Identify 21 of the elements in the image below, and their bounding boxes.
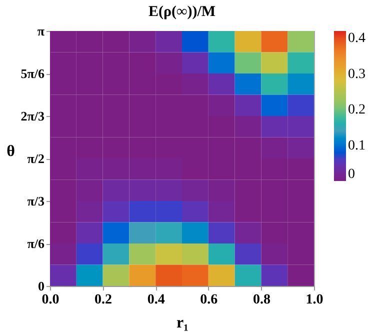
y-tick-label: 2π/3	[20, 108, 45, 124]
x-axis-title: r₁	[176, 314, 189, 332]
color-bar-label: 0.1	[348, 138, 366, 154]
y-tick-label: π/6	[27, 236, 45, 251]
x-tick-label: 1.0	[306, 292, 324, 308]
x-tick-label: 0.8	[252, 292, 270, 308]
x-tick-label: 0.6	[200, 292, 218, 308]
x-tick-label: 0.4	[147, 292, 165, 308]
y-tick-label: 0	[38, 278, 44, 294]
color-bar-label: 0.3	[348, 66, 366, 82]
x-tick-label: 0.2	[94, 292, 112, 308]
y-tick-label: π/2	[27, 151, 44, 166]
y-axis-title: θ	[6, 143, 15, 160]
color-bar-label: 0	[348, 167, 355, 182]
y-tick-label: 5π/6	[20, 66, 45, 81]
chart-title: E(ρ(∞))/M	[148, 4, 216, 20]
color-bar-label: 0.4	[348, 31, 366, 46]
y-tick-label: π	[37, 24, 44, 38]
color-bar-label: 0.2	[348, 102, 366, 118]
x-tick-label: 0.0	[42, 292, 60, 308]
y-tick-label: π/3	[27, 194, 45, 208]
